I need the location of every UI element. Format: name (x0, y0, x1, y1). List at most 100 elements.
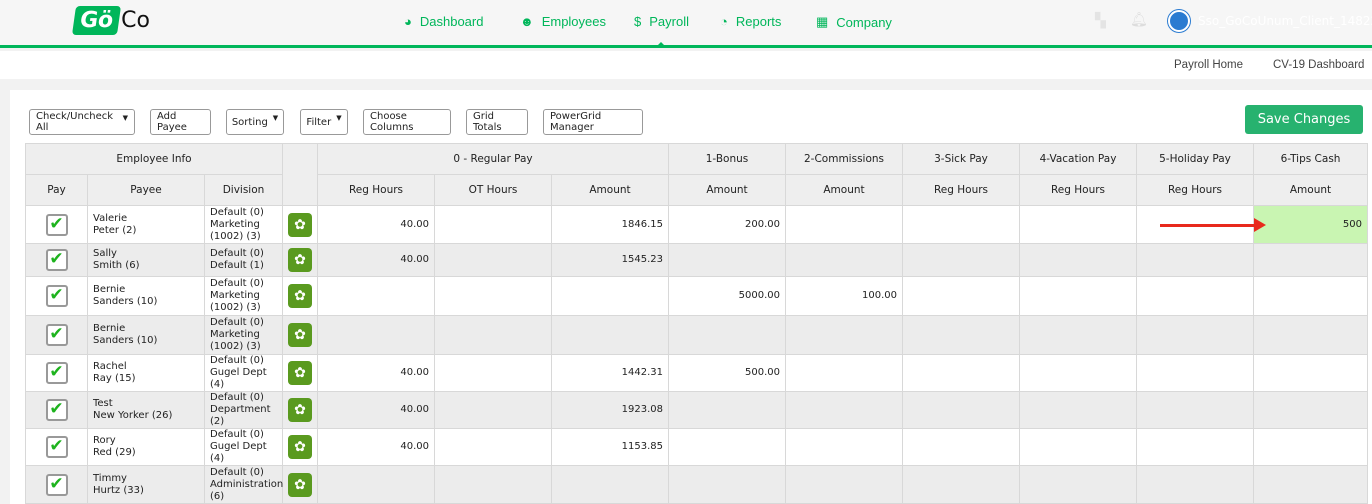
column-header[interactable]: Division (204, 174, 283, 206)
payroll-home-link[interactable]: Payroll Home (1174, 59, 1244, 71)
value-cell[interactable] (902, 428, 1021, 466)
value-cell[interactable]: 40.00 (317, 354, 435, 392)
value-cell[interactable] (434, 465, 552, 504)
value-cell[interactable] (668, 315, 787, 355)
column-header[interactable]: Payee (87, 174, 205, 206)
column-header[interactable]: Reg Hours (902, 174, 1021, 206)
value-cell[interactable] (1019, 315, 1138, 355)
value-cell[interactable] (550, 276, 670, 316)
value-cell[interactable] (785, 391, 904, 429)
value-cell[interactable]: 200.00 (668, 205, 787, 244)
value-cell[interactable] (1019, 205, 1138, 244)
value-cell[interactable]: 1846.15 (550, 205, 670, 244)
pay-checkbox[interactable]: ✔ (45, 362, 68, 384)
value-cell[interactable] (1019, 243, 1138, 277)
value-cell[interactable] (434, 276, 552, 316)
value-cell[interactable] (1136, 276, 1255, 316)
gear-icon[interactable]: ✿ (288, 398, 312, 422)
column-header[interactable]: Amount (668, 174, 787, 206)
column-header[interactable]: Reg Hours (1136, 174, 1255, 206)
value-cell[interactable] (668, 428, 787, 466)
value-cell[interactable] (1253, 354, 1369, 392)
sorting-button[interactable]: Sorting ▼ (226, 109, 284, 135)
value-cell[interactable] (668, 391, 787, 429)
value-cell[interactable] (1253, 465, 1369, 504)
value-cell[interactable]: 100.00 (785, 276, 904, 316)
value-cell[interactable] (785, 315, 904, 355)
user-menu[interactable]: Sso_GoCoUnum_Client_148224 (1168, 10, 1372, 32)
value-cell[interactable] (317, 465, 435, 504)
column-header[interactable]: Pay (25, 174, 88, 206)
value-cell[interactable] (668, 465, 787, 504)
value-cell[interactable]: 1153.85 (550, 428, 670, 466)
value-cell[interactable] (317, 315, 435, 355)
value-cell[interactable]: 500.00 (668, 354, 787, 392)
column-header[interactable]: Reg Hours (317, 174, 435, 206)
value-cell[interactable] (1253, 391, 1369, 429)
goco-logo[interactable]: Gö Co (71, 6, 150, 35)
column-header[interactable]: Amount (785, 174, 904, 206)
value-cell[interactable] (785, 354, 904, 392)
gear-icon[interactable]: ✿ (288, 361, 312, 385)
value-cell[interactable] (1136, 315, 1255, 355)
nav-payroll[interactable]: $ Payroll (634, 14, 689, 29)
pay-checkbox[interactable]: ✔ (45, 249, 68, 271)
value-cell[interactable] (902, 276, 1021, 316)
value-cell[interactable] (317, 276, 435, 316)
value-cell[interactable] (1253, 276, 1369, 316)
bell-icon[interactable]: 🔔︎ (1130, 12, 1148, 28)
value-cell[interactable] (902, 354, 1021, 392)
nav-reports[interactable]: ◔ Reports (720, 14, 782, 29)
value-cell[interactable] (1019, 276, 1138, 316)
pay-checkbox[interactable]: ✔ (45, 213, 68, 236)
nav-employees[interactable]: ☻ Employees (520, 14, 606, 29)
gear-icon[interactable]: ✿ (288, 248, 312, 272)
apps-icon[interactable]: ▚ (1095, 13, 1106, 29)
value-cell[interactable] (1019, 391, 1138, 429)
value-cell[interactable] (785, 465, 904, 504)
column-header[interactable]: Amount (1253, 174, 1369, 206)
check-uncheck-all-button[interactable]: Check/Uncheck All ▼ (29, 109, 135, 135)
value-cell[interactable]: 500 (1253, 205, 1369, 244)
value-cell[interactable]: 40.00 (317, 205, 435, 244)
value-cell[interactable]: 40.00 (317, 243, 435, 277)
value-cell[interactable] (902, 465, 1021, 504)
nav-company[interactable]: ▦ Company (816, 14, 892, 30)
save-changes-button[interactable]: Save Changes (1245, 105, 1363, 134)
value-cell[interactable] (902, 315, 1021, 355)
value-cell[interactable] (434, 315, 552, 355)
value-cell[interactable]: 1923.08 (550, 391, 670, 429)
column-header[interactable]: Reg Hours (1019, 174, 1138, 206)
value-cell[interactable] (785, 205, 904, 244)
column-header[interactable]: Amount (550, 174, 670, 206)
gear-icon[interactable]: ✿ (288, 472, 312, 497)
nav-dashboard[interactable]: ◕ Dashboard (404, 14, 484, 29)
value-cell[interactable] (1253, 315, 1369, 355)
pay-checkbox[interactable]: ✔ (45, 324, 68, 346)
value-cell[interactable] (1019, 465, 1138, 504)
value-cell[interactable] (434, 428, 552, 466)
value-cell[interactable] (1253, 428, 1369, 466)
value-cell[interactable] (434, 391, 552, 429)
value-cell[interactable]: 40.00 (317, 391, 435, 429)
value-cell[interactable] (785, 428, 904, 466)
pay-checkbox[interactable]: ✔ (45, 473, 68, 496)
value-cell[interactable]: 1545.23 (550, 243, 670, 277)
value-cell[interactable] (550, 465, 670, 504)
pay-checkbox[interactable]: ✔ (45, 399, 68, 421)
value-cell[interactable] (1019, 354, 1138, 392)
value-cell[interactable] (1136, 391, 1255, 429)
value-cell[interactable] (902, 205, 1021, 244)
value-cell[interactable] (1136, 354, 1255, 392)
value-cell[interactable] (902, 243, 1021, 277)
gear-icon[interactable]: ✿ (288, 435, 312, 459)
value-cell[interactable] (1136, 243, 1255, 277)
value-cell[interactable] (1136, 428, 1255, 466)
value-cell[interactable] (434, 354, 552, 392)
value-cell[interactable] (785, 243, 904, 277)
cv19-dashboard-link[interactable]: CV-19 Dashboard (1273, 59, 1365, 71)
value-cell[interactable] (550, 315, 670, 355)
value-cell[interactable] (902, 391, 1021, 429)
choose-columns-button[interactable]: Choose Columns (363, 109, 451, 135)
value-cell[interactable]: 40.00 (317, 428, 435, 466)
